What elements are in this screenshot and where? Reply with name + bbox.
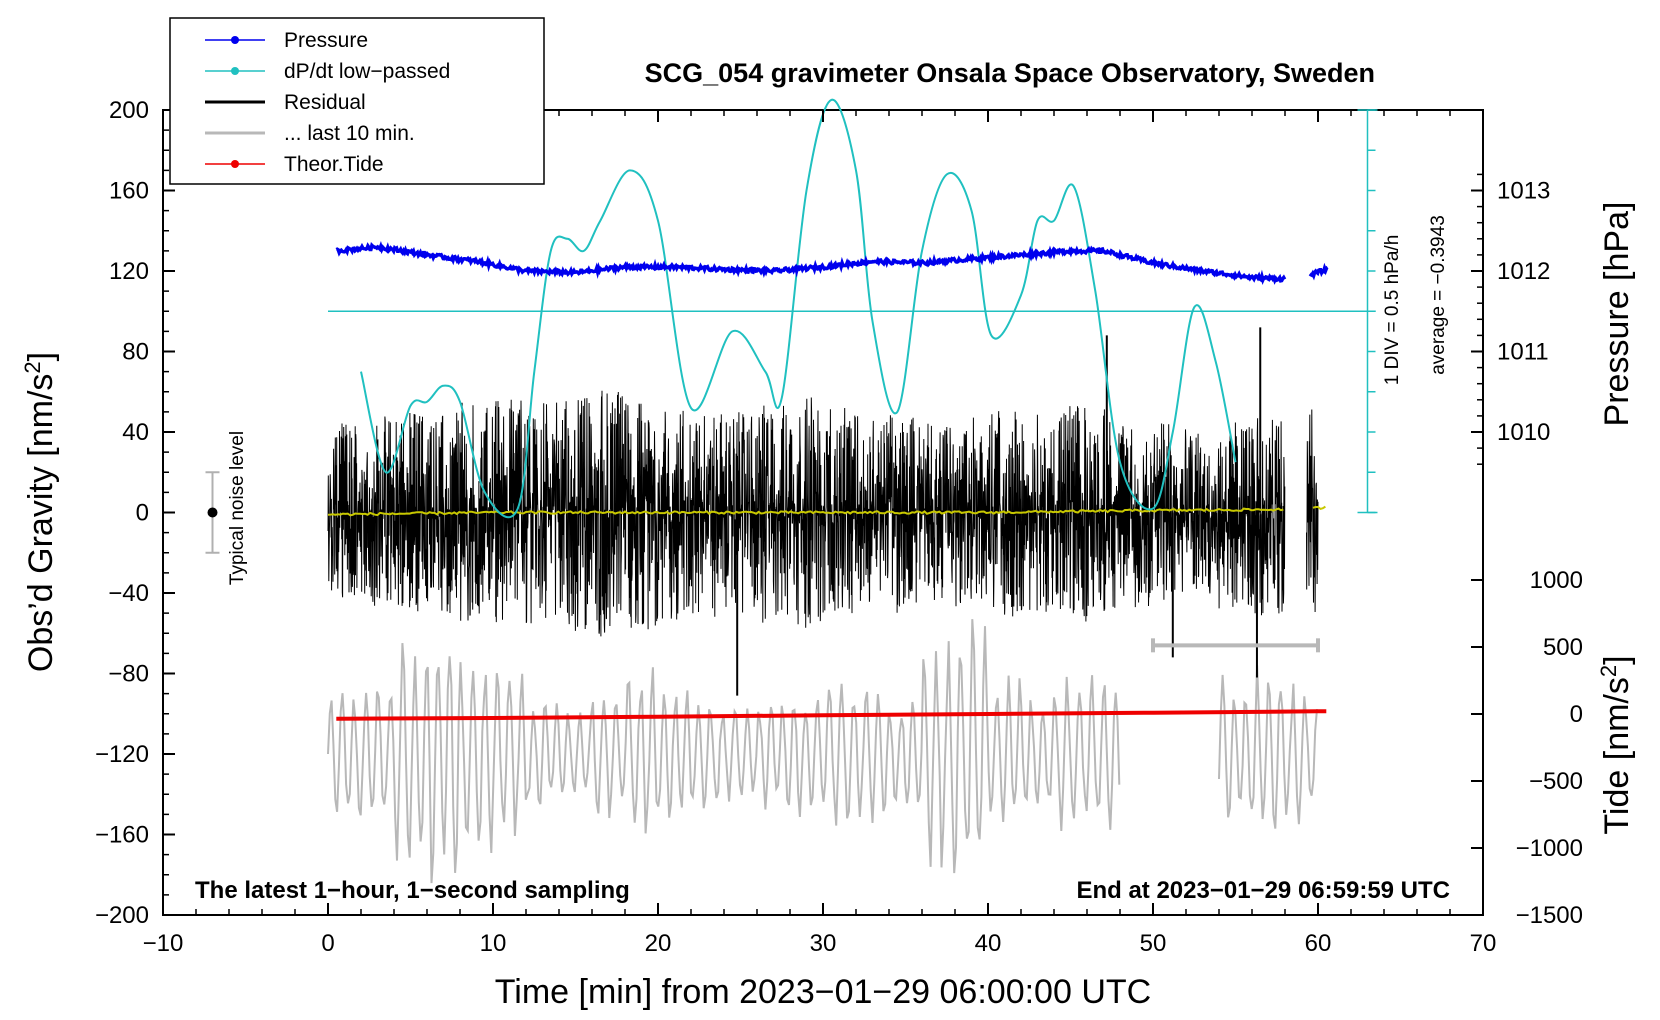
tide-axis-title-main: Tide [nm/s [1598, 677, 1636, 834]
y-tick-label: −160 [95, 822, 149, 849]
tide-tick-label: −1500 [1516, 902, 1583, 929]
end-time-note: End at 2023−01−29 06:59:59 UTC [1076, 877, 1450, 904]
chart-title: SCG_054 gravimeter Onsala Space Observat… [645, 58, 1375, 88]
legend-label: ... last 10 min. [284, 122, 415, 145]
last-10-min-series [327, 619, 1318, 884]
y-tick-label: −40 [108, 580, 149, 607]
x-tick-label: 70 [1470, 930, 1497, 957]
dpdt-series [328, 98, 1378, 519]
y-axis-title-main: Obs’d Gravity [nm/s [22, 374, 60, 673]
y-axis-title-sup: 2 [20, 361, 45, 373]
legend-marker [231, 160, 239, 168]
y-tick-label: 80 [122, 339, 149, 366]
pressure-tick-label: 1011 [1497, 339, 1549, 366]
legend-label: Theor.Tide [284, 153, 384, 176]
tide-axis-title: Tide [nm/s2] [1596, 655, 1636, 834]
running-mean-line [327, 505, 1326, 517]
x-tick-label: 10 [480, 930, 507, 957]
x-tick-label: 20 [645, 930, 672, 957]
y-tick-label: −120 [95, 741, 149, 768]
y-tick-label: −200 [95, 902, 149, 929]
grey-trace-segment [1218, 665, 1318, 829]
grey-trace-segment [327, 619, 1121, 884]
pressure-tick-label: 1013 [1497, 178, 1550, 205]
tide-axis-title-sup: 2 [1596, 665, 1621, 677]
y-tick-label: 200 [109, 97, 149, 124]
y-tick-label: 120 [109, 258, 149, 285]
legend-label: Pressure [284, 29, 368, 52]
noise-level-label: Typical noise level [227, 431, 248, 585]
tide-line [336, 709, 1327, 721]
sampling-note: The latest 1−hour, 1−second sampling [195, 877, 630, 904]
residual-series [327, 327, 1319, 696]
residual-trace-segment [1306, 409, 1319, 613]
running-mean-series [327, 505, 1326, 517]
legend-marker [231, 67, 239, 75]
y-tick-label: 160 [109, 178, 149, 205]
x-tick-label: 60 [1305, 930, 1332, 957]
x-axis-title: Time [min] from 2023−01−29 06:00:00 UTC [495, 973, 1151, 1011]
annotations [205, 471, 1320, 653]
y-tick-label: −80 [108, 661, 149, 688]
tide-tick-label: −500 [1529, 768, 1583, 795]
tide-tick-label: 500 [1543, 634, 1583, 661]
pressure-tick-label: 1012 [1497, 258, 1550, 285]
dpdt-scale-label: 1 DIV = 0.5 hPa/h [1382, 235, 1403, 386]
pressure-series [335, 241, 1329, 286]
x-tick-label: 40 [975, 930, 1002, 957]
pressure-line-segment [1308, 262, 1329, 281]
y-tick-label: 40 [122, 419, 149, 446]
y-axis-title-end: ] [22, 352, 60, 361]
legend-label: Residual [284, 91, 366, 114]
x-tick-label: 0 [321, 930, 334, 957]
x-tick-label: 50 [1140, 930, 1167, 957]
axes: −10 0 10 20 30 40 50 60 70 200 160 120 80 40 0 −40 −80 −1… [95, 97, 1583, 957]
tide-axis-title-end: ] [1598, 655, 1636, 664]
tide-tick-label: 1000 [1530, 567, 1583, 594]
legend: Pressure dP/dt low−passed Residual ... last… [169, 17, 545, 185]
theor-tide-series [336, 709, 1327, 721]
x-tick-label: −10 [143, 930, 184, 957]
y-axis-title: Obs’d Gravity [nm/s2] [20, 352, 60, 672]
tide-tick-label: −1000 [1516, 835, 1583, 862]
legend-marker [231, 36, 239, 44]
noise-bar-dot [207, 507, 218, 518]
pressure-line-segment [335, 241, 1287, 286]
x-tick-label: 30 [810, 930, 837, 957]
dpdt-line [360, 98, 1237, 519]
pressure-tick-label: 1010 [1497, 419, 1550, 446]
residual-trace-segment [327, 390, 1286, 637]
y-tick-label: 0 [136, 500, 149, 527]
tide-tick-label: 0 [1570, 701, 1583, 728]
pressure-axis-title: Pressure [hPa] [1598, 202, 1636, 427]
dpdt-average-label: average = −0.3943 [1428, 215, 1449, 375]
legend-label: dP/dt low−passed [284, 60, 450, 83]
